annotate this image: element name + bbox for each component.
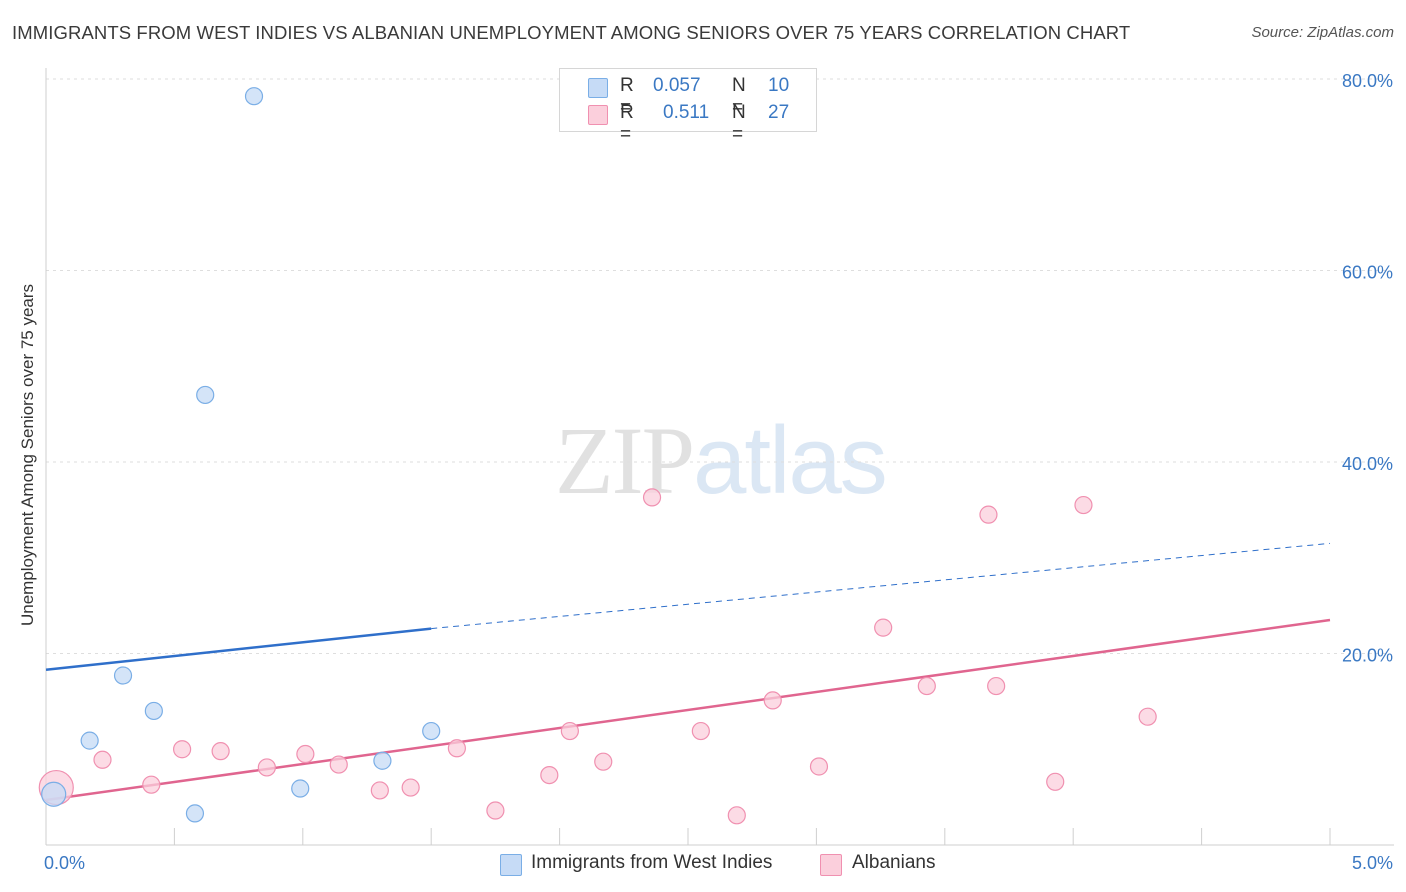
x-tick-label: 5.0% bbox=[1352, 853, 1393, 873]
point-west-indies bbox=[113, 666, 133, 685]
chart-title: IMMIGRANTS FROM WEST INDIES VS ALBANIAN … bbox=[12, 22, 1131, 43]
grid-lines bbox=[46, 78, 1390, 654]
legend-r-value: 0.057 bbox=[653, 75, 701, 96]
point-albanians bbox=[211, 742, 230, 761]
axes bbox=[45, 68, 1394, 846]
legend-swatch-west-indies bbox=[588, 78, 608, 98]
point-albanians bbox=[401, 778, 420, 797]
trend-line-albanians bbox=[45, 618, 1331, 802]
point-west-indies bbox=[291, 779, 310, 798]
point-albanians bbox=[296, 744, 315, 764]
point-albanians bbox=[691, 721, 710, 741]
legend-r-label: R = bbox=[620, 102, 634, 145]
legend-n-value: 27 bbox=[768, 102, 790, 123]
point-albanians bbox=[642, 488, 662, 507]
point-albanians bbox=[257, 758, 276, 777]
point-west-indies bbox=[244, 87, 264, 106]
point-albanians bbox=[1046, 772, 1065, 791]
trend-lines bbox=[45, 542, 1331, 802]
point-albanians bbox=[447, 739, 466, 758]
point-albanians bbox=[594, 752, 613, 771]
point-albanians bbox=[874, 618, 893, 637]
x-tick-label: 0.0% bbox=[44, 853, 85, 873]
point-west-indies bbox=[185, 804, 205, 823]
watermark-zip: ZIP bbox=[555, 407, 695, 514]
source-label: Source: ZipAtlas.com bbox=[1251, 24, 1394, 41]
point-albanians bbox=[809, 757, 829, 776]
y-tick-label: 80.0% bbox=[1342, 71, 1393, 91]
trend-line-west-indies bbox=[45, 627, 432, 672]
point-albanians bbox=[173, 740, 192, 759]
point-west-indies bbox=[80, 731, 99, 750]
legend-r-value: 0.511 bbox=[663, 102, 710, 123]
y-tick-label: 60.0% bbox=[1342, 262, 1393, 282]
legend-swatch-albanians bbox=[588, 105, 608, 125]
point-west-indies bbox=[41, 781, 67, 807]
point-albanians bbox=[540, 765, 559, 785]
watermark-atlas: atlas bbox=[693, 407, 888, 514]
point-albanians bbox=[93, 750, 112, 769]
point-albanians bbox=[917, 676, 936, 696]
point-albanians bbox=[979, 505, 998, 524]
correlation-legend: R = 0.057 N = 10 R = 0.511 N = 27 bbox=[559, 68, 817, 145]
point-albanians bbox=[1138, 707, 1157, 726]
watermark: ZIPatlas bbox=[555, 405, 888, 516]
y-tick-label: 40.0% bbox=[1342, 454, 1393, 474]
legend-n-value: 10 bbox=[768, 75, 790, 96]
trend-line-west-indies-extension bbox=[431, 542, 1331, 630]
legend-n-label: N = bbox=[732, 75, 746, 118]
bottom-legend-label-west-indies: Immigrants from West Indies bbox=[531, 852, 773, 873]
point-albanians bbox=[727, 806, 746, 825]
bottom-legend-swatch-west-indies bbox=[500, 854, 522, 876]
point-albanians bbox=[486, 801, 505, 820]
tick-labels: 20.0% 40.0% 60.0% 80.0% 0.0% 5.0% bbox=[44, 71, 1393, 873]
bottom-legend-swatch-albanians bbox=[820, 854, 842, 876]
point-albanians bbox=[370, 781, 389, 800]
point-albanians bbox=[142, 775, 161, 794]
legend-n-label: N = bbox=[732, 102, 746, 145]
point-west-indies bbox=[373, 751, 392, 770]
legend-r-label: R = bbox=[620, 75, 634, 118]
point-albanians bbox=[763, 691, 782, 710]
bottom-legend-label-albanians: Albanians bbox=[852, 852, 936, 873]
point-west-indies bbox=[144, 701, 163, 721]
point-albanians bbox=[1074, 495, 1093, 515]
point-albanians bbox=[987, 676, 1006, 696]
y-tick-label: 20.0% bbox=[1342, 645, 1393, 665]
point-west-indies bbox=[196, 385, 215, 405]
point-albanians bbox=[560, 721, 579, 741]
point-albanians bbox=[329, 755, 348, 774]
data-points bbox=[38, 87, 1157, 825]
point-west-indies bbox=[422, 721, 441, 741]
